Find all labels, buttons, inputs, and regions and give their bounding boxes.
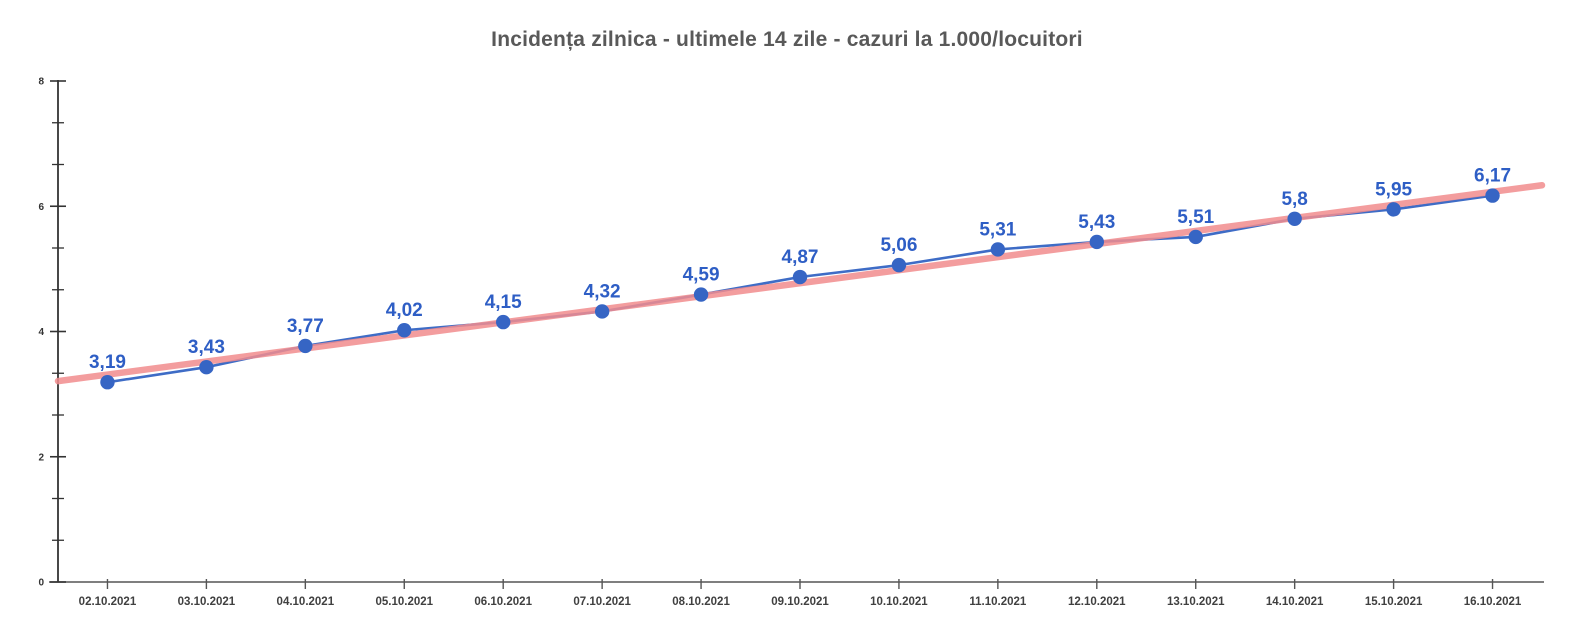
data-point-label: 4,02: [386, 300, 423, 321]
x-tick-label: 11.10.2021: [969, 596, 1027, 608]
data-point-label: 4,32: [584, 281, 621, 302]
y-tick-label: 6: [38, 202, 44, 213]
data-point-label: 6,17: [1474, 166, 1511, 187]
chart-title: Incidența zilnica - ultimele 14 zile - c…: [491, 28, 1083, 51]
data-point-marker: [792, 269, 808, 285]
y-tick-label: 8: [38, 77, 44, 88]
data-point-label: 5,43: [1078, 212, 1115, 233]
y-tick-label: 4: [38, 327, 44, 338]
data-point-label: 5,8: [1281, 189, 1307, 210]
data-point-label: 3,43: [188, 337, 225, 358]
x-tick-label: 12.10.2021: [1068, 596, 1126, 608]
data-point-label: 5,06: [880, 235, 917, 256]
data-point-marker: [496, 314, 511, 330]
data-point-marker: [1485, 188, 1500, 203]
y-tick-label: 0: [38, 578, 44, 589]
data-point-label: 4,87: [782, 247, 819, 268]
x-tick-label: 14.10.2021: [1266, 596, 1324, 608]
data-point-marker: [1188, 229, 1203, 245]
x-tick-label: 03.10.2021: [178, 596, 236, 608]
x-tick-label: 15.10.2021: [1365, 596, 1423, 608]
data-point-marker: [199, 359, 214, 375]
series-line: [106, 194, 1494, 384]
data-point-marker: [693, 287, 709, 302]
x-tick-label: 13.10.2021: [1167, 596, 1225, 608]
data-point-label: 5,31: [979, 219, 1016, 240]
data-point-marker: [891, 257, 907, 273]
x-tick-label: 04.10.2021: [277, 596, 335, 608]
data-point-label: 3,19: [89, 352, 126, 373]
data-point-marker: [100, 375, 115, 390]
x-tick-label: 08.10.2021: [672, 596, 730, 608]
data-point-label: 5,51: [1177, 207, 1214, 228]
data-point-marker: [990, 242, 1006, 257]
data-point-label: 4,59: [683, 265, 720, 286]
x-tick-label: 05.10.2021: [375, 596, 433, 608]
y-tick-label: 2: [38, 452, 44, 463]
data-point-marker: [1089, 234, 1105, 250]
data-point-marker: [298, 338, 313, 354]
data-point-marker: [1386, 202, 1401, 217]
data-point-marker: [594, 304, 610, 319]
x-tick-label: 10.10.2021: [870, 596, 928, 608]
data-point-label: 3,77: [287, 316, 324, 337]
data-point-label: 4,15: [485, 292, 522, 313]
data-point-marker: [397, 323, 412, 338]
data-point-label: 5,95: [1375, 179, 1412, 200]
x-tick-label: 06.10.2021: [474, 596, 532, 608]
x-tick-label: 16.10.2021: [1464, 596, 1522, 608]
data-point-marker: [1287, 211, 1302, 226]
x-tick-label: 02.10.2021: [79, 596, 137, 608]
x-tick-label: 07.10.2021: [573, 596, 631, 608]
x-tick-label: 09.10.2021: [771, 596, 829, 608]
